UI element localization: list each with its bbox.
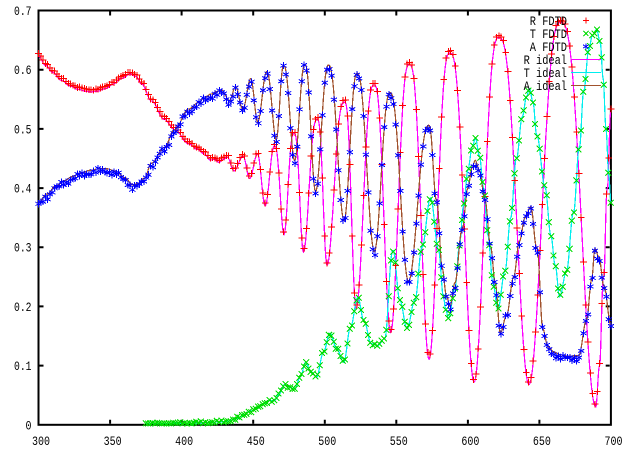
svg-text:R ideal: R ideal <box>524 53 568 68</box>
svg-text:A FDTD: A FDTD <box>530 40 567 55</box>
svg-text:0.3: 0.3 <box>14 241 32 256</box>
svg-text:0: 0 <box>26 418 32 433</box>
svg-text:350: 350 <box>104 434 122 449</box>
svg-text:700: 700 <box>605 434 623 449</box>
svg-text:0.2: 0.2 <box>14 300 32 315</box>
svg-text:T ideal: T ideal <box>524 66 568 81</box>
svg-text:0.1: 0.1 <box>14 359 32 374</box>
svg-text:450: 450 <box>247 434 265 449</box>
svg-text:0.4: 0.4 <box>14 182 32 197</box>
svg-text:650: 650 <box>533 434 551 449</box>
svg-text:T FDTD: T FDTD <box>530 27 567 42</box>
svg-text:600: 600 <box>461 434 479 449</box>
svg-text:R FDTD: R FDTD <box>530 14 567 29</box>
svg-text:A ideal: A ideal <box>524 79 568 94</box>
svg-text:0.5: 0.5 <box>14 122 32 137</box>
svg-text:300: 300 <box>32 434 50 449</box>
svg-text:0.6: 0.6 <box>14 63 32 78</box>
svg-text:0.7: 0.7 <box>14 4 32 19</box>
svg-text:400: 400 <box>175 434 193 449</box>
svg-text:500: 500 <box>318 434 336 449</box>
svg-text:550: 550 <box>390 434 408 449</box>
